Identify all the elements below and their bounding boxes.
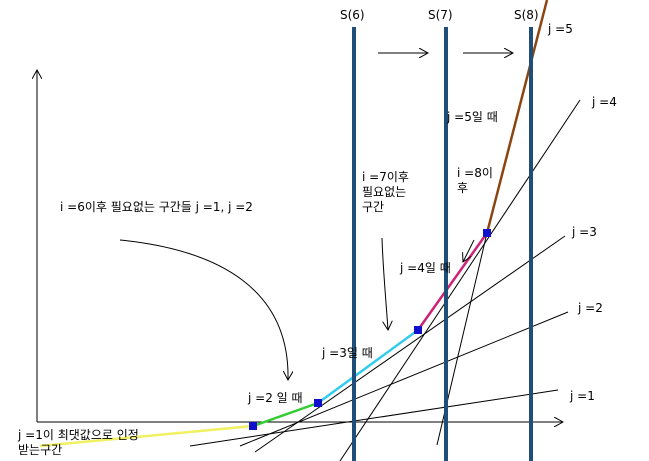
annotation: j =4일 때 (399, 261, 451, 275)
section-label: S(8) (514, 8, 539, 22)
j-lines (189, 99, 581, 461)
points (249, 229, 491, 430)
annotation: 후 (457, 181, 468, 195)
line-label: j =5 (547, 22, 573, 36)
arrow (463, 239, 475, 262)
line-label: j =1 (569, 389, 595, 403)
annotation: i =7이후 (362, 170, 409, 184)
point (249, 422, 257, 430)
line-j4 (339, 99, 581, 461)
annotation: 구간 (362, 200, 384, 214)
annotation: j =1이 최댓값으로 인정 (17, 428, 139, 442)
segment-j1 (39, 424, 254, 448)
annotation: 받는구간 (18, 443, 62, 457)
point (314, 399, 322, 407)
line-j2 (239, 311, 569, 447)
line-label: j =2 (577, 301, 603, 315)
annotation: i =8이 (457, 166, 493, 180)
arrows (119, 53, 513, 380)
segment-j2 (252, 401, 319, 428)
line-label: j =3 (571, 225, 597, 239)
section-label: S(7) (428, 8, 453, 22)
segment-j3 (317, 328, 419, 405)
line-label: j =4 (591, 95, 617, 109)
annotation: j =5일 때 (446, 110, 498, 124)
line-j1 (189, 389, 559, 447)
segment-j4 (416, 232, 489, 331)
section-label: S(6) (340, 8, 365, 22)
segment-j5 (485, 0, 549, 234)
point (483, 229, 491, 237)
point (414, 326, 422, 334)
envelope (39, 0, 549, 448)
annotation: i =6이후 필요없는 구간들 j =1, j =2 (60, 200, 253, 214)
annotation: j =3일 때 (321, 346, 373, 360)
annotation: j =2 일 때 (247, 391, 303, 405)
arrow (381, 237, 388, 330)
line-j3 (254, 235, 566, 453)
section-lines (352, 27, 533, 461)
arrow (119, 239, 288, 380)
annotation: 필요없는 (362, 185, 406, 199)
